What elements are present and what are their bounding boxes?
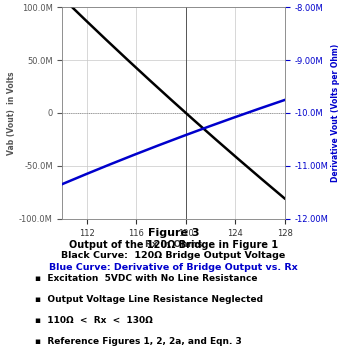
Text: ▪  Output Voltage Line Resistance Neglected: ▪ Output Voltage Line Resistance Neglect… [35,295,263,304]
Text: Output of the 120Ω Bridge in Figure 1: Output of the 120Ω Bridge in Figure 1 [69,240,278,250]
Y-axis label: Derivative Vout (Volts per Ohm): Derivative Vout (Volts per Ohm) [331,44,340,182]
Text: ▪  110Ω  <  Rx  <  130Ω: ▪ 110Ω < Rx < 130Ω [35,316,152,325]
Text: ▪  Reference Figures 1, 2, 2a, and Eqn. 3: ▪ Reference Figures 1, 2, 2a, and Eqn. 3 [35,337,242,346]
Text: Figure 3: Figure 3 [148,228,199,238]
Text: ▪  Excitation  5VDC with No Line Resistance: ▪ Excitation 5VDC with No Line Resistanc… [35,274,257,283]
Text: Black Curve:  120Ω Bridge Output Voltage: Black Curve: 120Ω Bridge Output Voltage [61,251,286,260]
Text: Blue Curve: Derivative of Bridge Output vs. Rx: Blue Curve: Derivative of Bridge Output … [49,263,298,271]
X-axis label: Rx in Ohms: Rx in Ohms [145,240,202,249]
Y-axis label: Vab (Vout)  in Volts: Vab (Vout) in Volts [7,71,16,155]
